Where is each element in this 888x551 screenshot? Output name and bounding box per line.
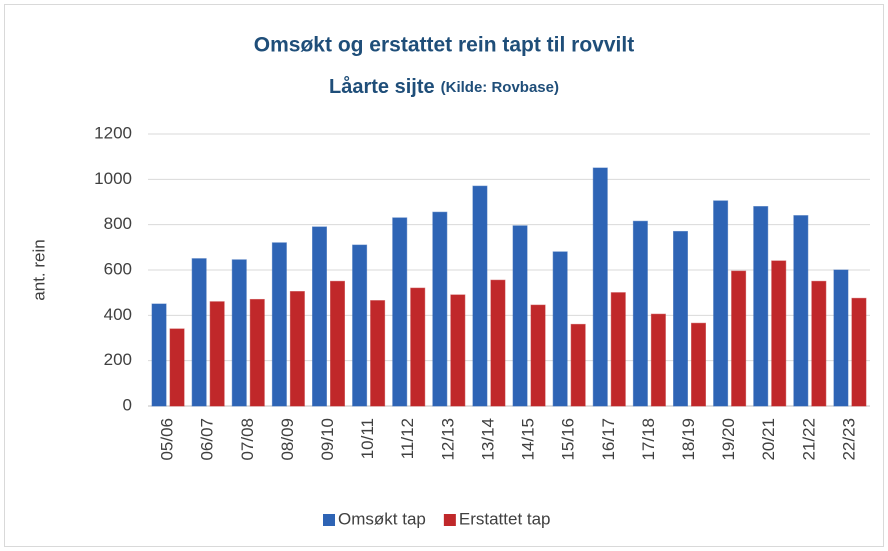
- bar: [191, 258, 207, 407]
- bar: [249, 298, 265, 407]
- x-tick-label: 07/08: [238, 418, 257, 461]
- bar: [713, 200, 729, 407]
- bar: [592, 167, 608, 407]
- bar: [851, 297, 867, 407]
- x-tick-label: 13/14: [478, 418, 497, 461]
- bar: [271, 242, 287, 407]
- bar: [432, 211, 448, 407]
- x-tick-label: 11/12: [398, 418, 417, 459]
- legend-swatch: [443, 514, 456, 526]
- bar: [650, 313, 666, 407]
- bar: [570, 323, 586, 407]
- y-tick-label: 1000: [94, 169, 132, 188]
- y-tick-label: 600: [104, 259, 132, 278]
- y-tick-label: 200: [104, 350, 132, 369]
- bar: [151, 303, 167, 407]
- bar: [771, 260, 787, 407]
- chart-subtitle: Låarte sijte (Kilde: Rovbase): [329, 75, 559, 98]
- bar: [312, 226, 327, 407]
- bar: [209, 301, 225, 407]
- x-tick-label: 19/20: [719, 418, 738, 461]
- bar: [530, 304, 546, 407]
- bar: [450, 294, 466, 407]
- x-tick-label: 09/10: [318, 418, 337, 461]
- legend-label: Erstattet tap: [459, 509, 551, 528]
- subtitle: Låarte sijte: [329, 75, 435, 98]
- bar: [169, 328, 185, 407]
- bar: [512, 225, 528, 407]
- y-axis-label: ant. rein: [29, 239, 48, 300]
- legend-label: Omsøkt tap: [338, 509, 426, 528]
- x-tick-label: 08/09: [278, 418, 297, 461]
- source: (Kilde: Rovbase): [441, 79, 559, 96]
- x-tick-label: 15/16: [559, 418, 578, 461]
- y-tick-label: 0: [123, 395, 132, 414]
- y-tick-label: 1200: [94, 123, 132, 142]
- bar: [552, 251, 568, 407]
- bar: [472, 185, 488, 407]
- x-tick-label: 05/06: [158, 418, 177, 461]
- x-tick-label: 12/13: [438, 418, 457, 461]
- bar: [673, 230, 688, 407]
- bar: [490, 279, 506, 407]
- bar: [610, 292, 626, 407]
- bar: [833, 269, 849, 407]
- chart-title: Omsøkt og erstattet rein tapt til rovvil…: [254, 34, 634, 57]
- y-tick-label: 400: [104, 305, 132, 324]
- y-tick-label: 800: [104, 214, 132, 233]
- x-tick-label: 06/07: [198, 418, 217, 461]
- x-tick-label: 18/19: [679, 418, 698, 461]
- legend-swatch: [323, 514, 335, 526]
- bar: [330, 280, 345, 407]
- bar: [289, 291, 305, 407]
- bar: [811, 280, 827, 407]
- x-tick-label: 21/22: [799, 418, 818, 461]
- x-tick-label: 20/21: [759, 418, 778, 461]
- bar: [410, 287, 426, 407]
- bar: [731, 270, 747, 407]
- x-tick-label: 22/23: [839, 418, 858, 461]
- bar: [691, 322, 706, 407]
- x-tick-label: 16/17: [599, 418, 618, 461]
- bar: [392, 217, 408, 407]
- bar: [370, 300, 386, 407]
- bar: [352, 244, 368, 407]
- bar: [632, 220, 648, 407]
- x-tick-label: 10/11: [358, 418, 377, 459]
- x-tick-label: 14/15: [519, 418, 538, 461]
- bar: [231, 259, 247, 407]
- bar: [753, 206, 769, 407]
- x-tick-label: 17/18: [639, 418, 658, 461]
- bar: [793, 215, 809, 407]
